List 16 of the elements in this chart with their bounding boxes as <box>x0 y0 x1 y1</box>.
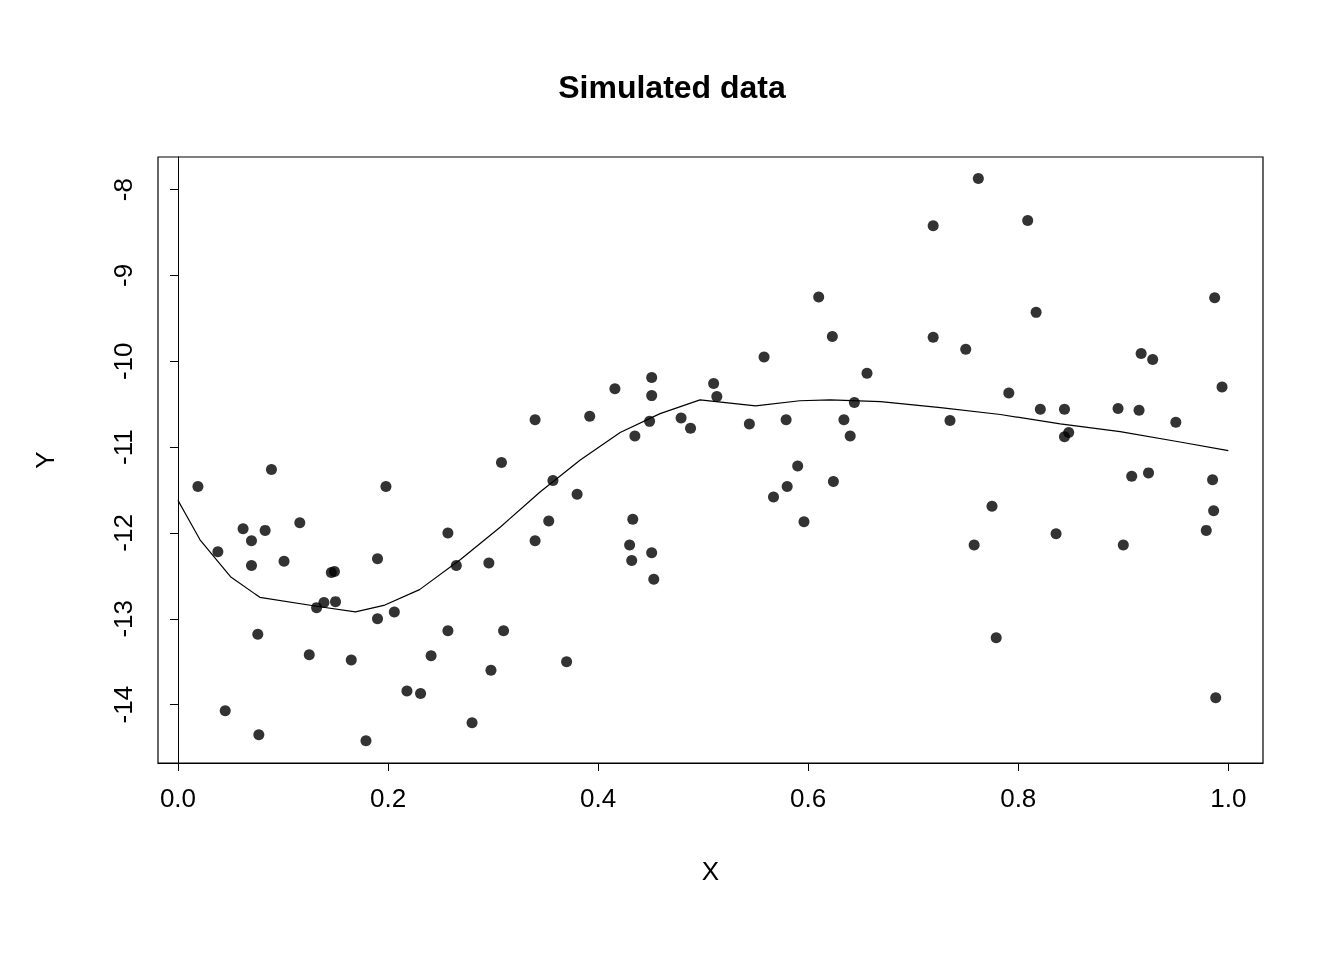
x-tick-label: 0.8 <box>1000 783 1037 813</box>
y-tick-label: -9 <box>108 263 138 288</box>
y-tick-label: -10 <box>108 342 138 381</box>
x-tick-label: 0.6 <box>790 783 827 813</box>
y-axis-title: Y <box>30 451 60 469</box>
chart-title: Simulated data <box>558 69 787 105</box>
y-tick-label: -14 <box>108 685 138 724</box>
y-tick-label: -13 <box>108 600 138 638</box>
x-tick-label: 0.2 <box>369 783 407 813</box>
x-tick-label: 0.0 <box>159 783 197 813</box>
x-tick-label: 1.0 <box>1210 783 1247 813</box>
y-tick-label: -12 <box>108 514 138 552</box>
y-tick-label: -8 <box>108 178 138 202</box>
y-tick-label: -11 <box>108 429 138 465</box>
x-axis-title: X <box>701 856 720 886</box>
x-tick-label: 0.4 <box>580 783 617 813</box>
